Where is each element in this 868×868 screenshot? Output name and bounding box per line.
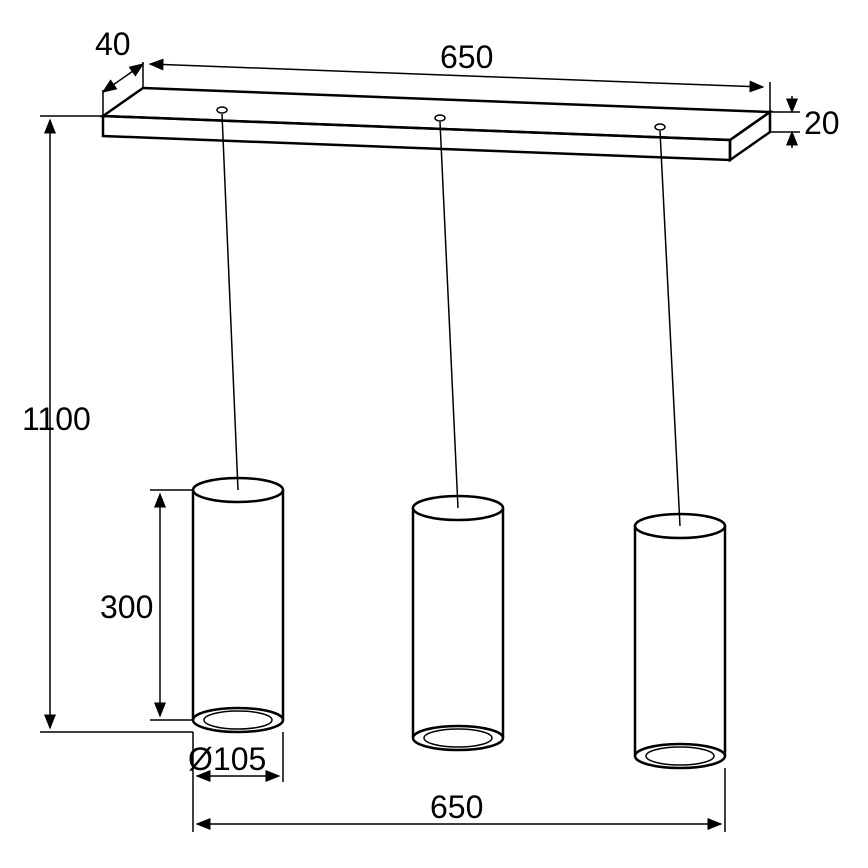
dim-span-bottom-text: 650 [430, 789, 483, 825]
pendant-2 [413, 496, 503, 750]
pendant-1 [193, 478, 283, 732]
dim-pendant-height-text: 300 [100, 589, 153, 625]
cords [222, 114, 680, 526]
dim-bar-height: 20 [770, 96, 840, 148]
dim-diameter: Ø105 [188, 732, 283, 782]
pendant-3 [635, 514, 725, 768]
dim-overall-height-text: 1100 [22, 401, 91, 437]
technical-drawing: 40 650 20 1100 300 Ø105 65 [0, 0, 868, 868]
dim-bar-height-text: 20 [804, 105, 840, 141]
dim-span-bottom: 650 [193, 768, 725, 832]
dim-diameter-text: Ø105 [188, 741, 266, 777]
dim-length-top-text: 650 [440, 39, 493, 75]
pendants [193, 478, 725, 768]
dim-depth: 40 [95, 26, 143, 116]
dim-pendant-height: 300 [100, 490, 193, 720]
dim-overall-height: 1100 [22, 116, 193, 732]
ceiling-bar [103, 88, 770, 160]
dim-depth-text: 40 [95, 26, 131, 62]
